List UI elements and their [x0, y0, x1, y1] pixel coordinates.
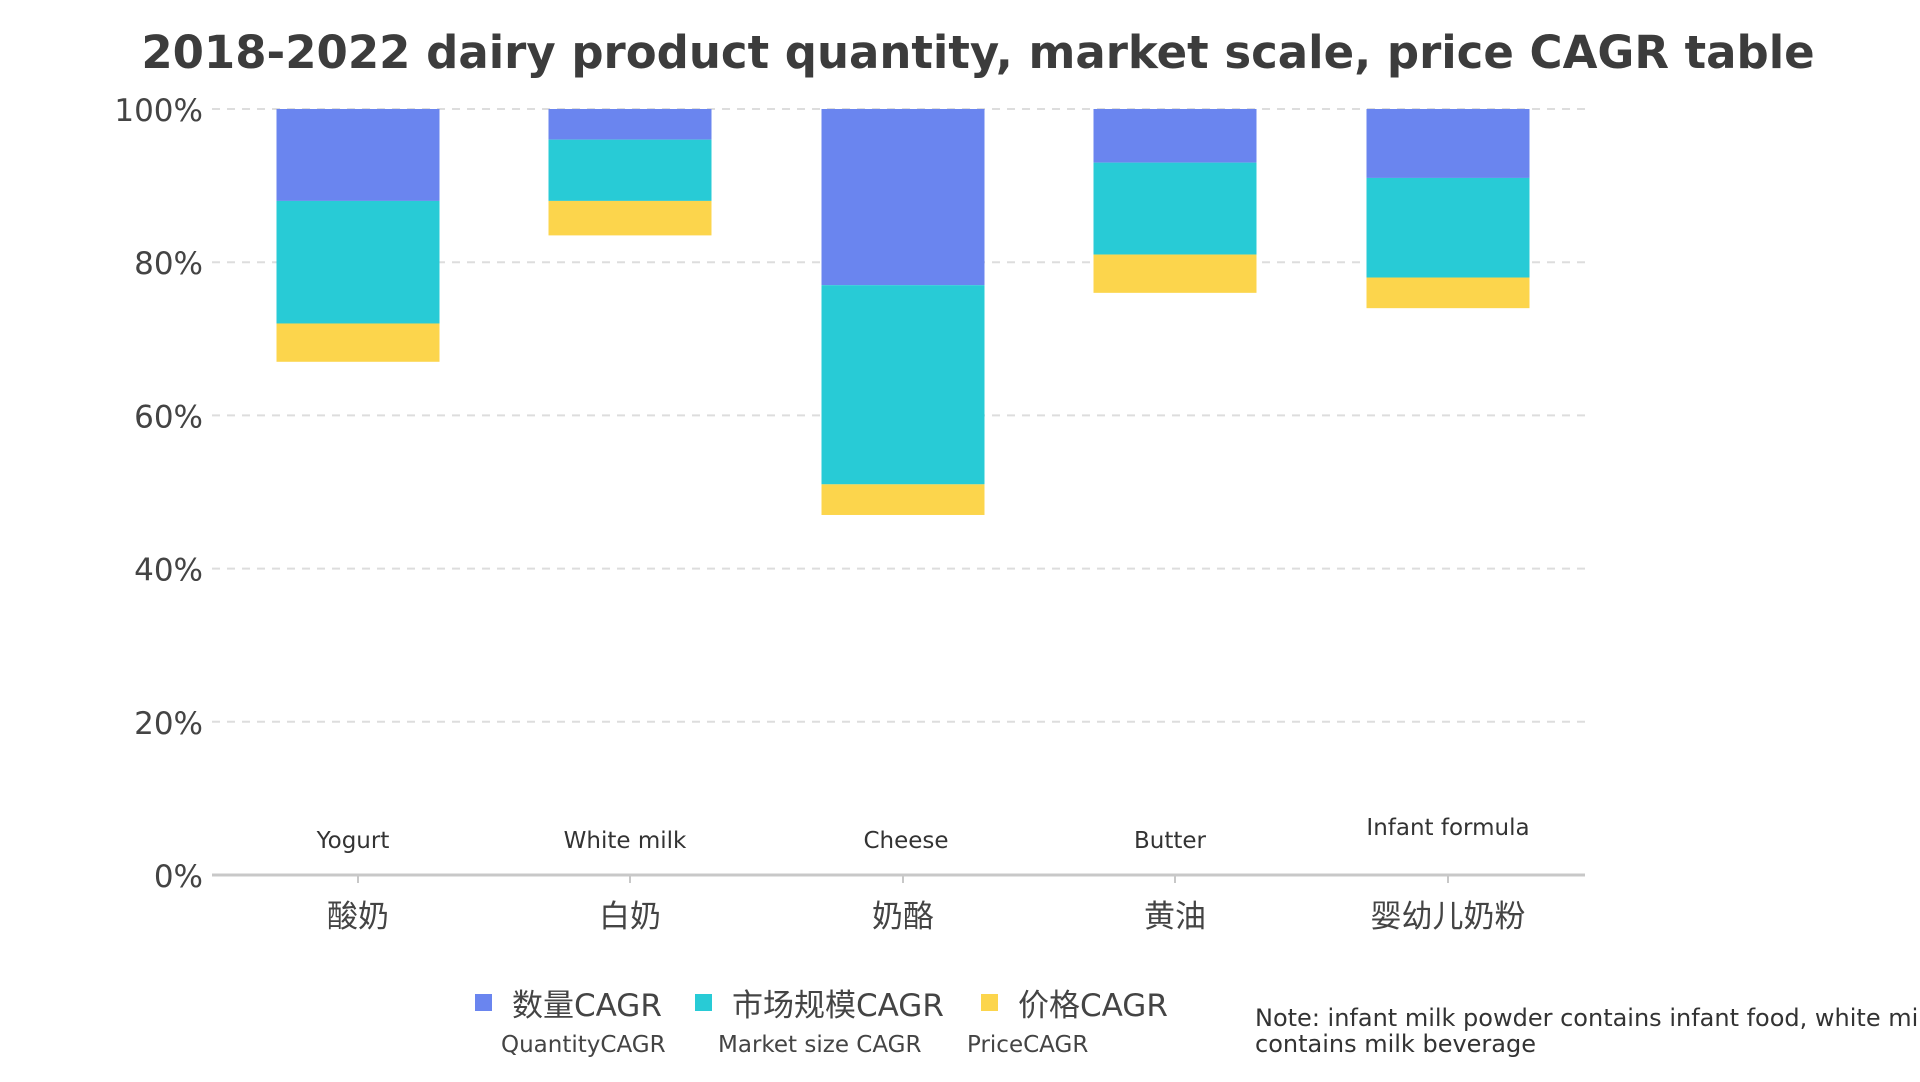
legend-swatch-quantity — [475, 993, 492, 1011]
legend-label-market-size: 市场规模CAGR — [732, 987, 944, 1024]
bar-segment — [1093, 109, 1257, 163]
bar-segment — [548, 200, 712, 236]
bar-segment — [1093, 254, 1257, 293]
footnote-line-1: Note: infant milk powder contains infant… — [1255, 1004, 1920, 1032]
bar-segment — [276, 109, 440, 201]
bar-segment — [548, 109, 712, 140]
legend-item-price: 价格CAGR — [981, 982, 1168, 1024]
x-category-sublabel: Butter — [1134, 828, 1207, 854]
bar-segment — [276, 200, 440, 324]
x-category-sublabel: White milk — [564, 828, 687, 854]
bar-segment — [276, 323, 440, 362]
legend-sublabel-quantity: QuantityCAGR — [501, 1032, 666, 1058]
bar-segment — [1366, 109, 1530, 178]
x-tick-label: 白奶 — [599, 899, 661, 935]
legend-sublabel-market-size: Market size CAGR — [718, 1032, 922, 1058]
y-tick-label: 20% — [134, 706, 203, 742]
bar-segment — [821, 109, 985, 286]
y-tick-label: 100% — [114, 93, 203, 129]
x-tick-label: 奶酪 — [872, 899, 934, 935]
bar-segment — [821, 484, 985, 515]
y-tick-label: 80% — [134, 246, 203, 282]
legend-item-market-size: 市场规模CAGR — [695, 982, 944, 1024]
footnote: Note: infant milk powder contains infant… — [1255, 1005, 1920, 1057]
x-tick-label: 黄油 — [1144, 899, 1206, 935]
bar-segment — [1366, 277, 1530, 309]
y-tick-label: 60% — [134, 399, 203, 435]
legend-label-quantity: 数量CAGR — [512, 987, 662, 1024]
x-category-sublabel: Cheese — [863, 828, 948, 854]
legend-sublabel-price: PriceCAGR — [967, 1032, 1089, 1058]
bar-segment — [1366, 177, 1530, 278]
x-category-sublabel: Yogurt — [316, 828, 390, 854]
y-tick-label: 40% — [134, 553, 203, 589]
footnote-line-2: contains milk beverage — [1255, 1030, 1537, 1058]
x-tick-label: 婴幼儿奶粉 — [1371, 899, 1526, 935]
legend-item-quantity: 数量CAGR — [475, 982, 662, 1024]
legend-label-price: 价格CAGR — [1018, 987, 1168, 1024]
x-tick-label: 酸奶 — [327, 899, 389, 935]
bar-segment — [821, 285, 985, 485]
chart-title: 2018-2022 dairy product quantity, market… — [141, 26, 1815, 79]
x-category-sublabel: Infant formula — [1366, 815, 1529, 841]
legend-swatch-market-size — [695, 993, 712, 1011]
bar-segment — [1093, 162, 1257, 255]
y-tick-label: 0% — [154, 859, 203, 895]
bar-segment — [548, 139, 712, 201]
legend-swatch-price — [981, 993, 998, 1011]
